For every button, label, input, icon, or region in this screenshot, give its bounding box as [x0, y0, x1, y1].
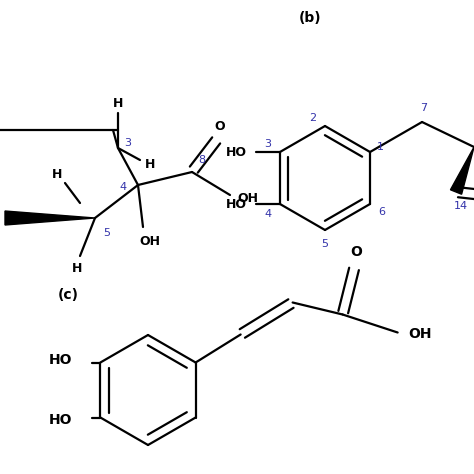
- Text: 5: 5: [321, 239, 328, 249]
- Text: 8: 8: [199, 155, 206, 165]
- Text: H: H: [145, 158, 155, 172]
- Text: 4: 4: [264, 209, 272, 219]
- Text: 3: 3: [264, 139, 272, 149]
- Text: H: H: [72, 262, 82, 274]
- Text: O: O: [215, 119, 225, 133]
- Text: OH: OH: [139, 235, 161, 247]
- Polygon shape: [5, 211, 95, 225]
- Text: 1: 1: [376, 142, 383, 152]
- Text: 6: 6: [379, 207, 385, 217]
- Text: 14: 14: [454, 201, 468, 211]
- Text: 5: 5: [103, 228, 110, 238]
- Text: OH: OH: [408, 328, 431, 341]
- Text: (b): (b): [299, 11, 321, 25]
- Text: 3: 3: [125, 138, 131, 148]
- Text: H: H: [113, 97, 123, 109]
- Polygon shape: [450, 147, 474, 194]
- Text: OH: OH: [237, 192, 258, 206]
- Text: 2: 2: [310, 113, 317, 123]
- Text: HO: HO: [49, 412, 73, 427]
- Text: HO: HO: [226, 198, 246, 210]
- Text: 4: 4: [119, 182, 127, 192]
- Text: HO: HO: [49, 354, 73, 367]
- Text: 7: 7: [420, 103, 428, 113]
- Text: O: O: [351, 246, 363, 259]
- Text: (c): (c): [57, 288, 79, 302]
- Text: H: H: [52, 168, 62, 182]
- Text: HO: HO: [226, 146, 246, 158]
